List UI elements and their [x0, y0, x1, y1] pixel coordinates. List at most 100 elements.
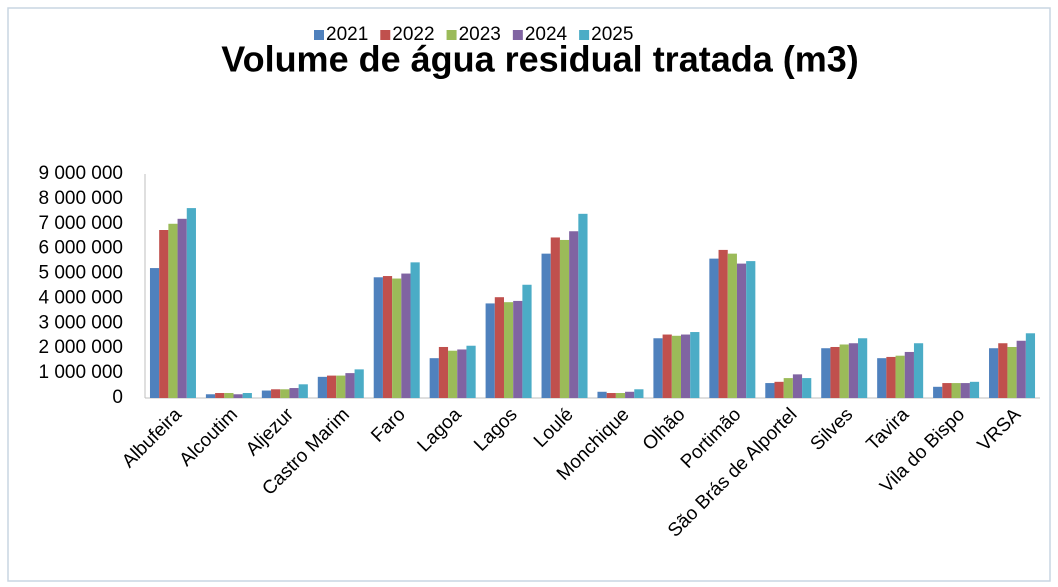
bar: [289, 388, 299, 398]
legend-label: 2022: [392, 24, 434, 45]
y-tick-label: 1 000 000: [38, 362, 123, 383]
y-tick-label: 6 000 000: [38, 238, 123, 259]
bar: [942, 383, 952, 398]
bar: [951, 383, 961, 398]
bar: [858, 338, 868, 398]
legend-swatch: [380, 30, 391, 40]
bar: [578, 213, 588, 398]
bar: [382, 276, 393, 398]
bar: [933, 386, 943, 398]
bar: [1025, 333, 1036, 398]
bar: [345, 373, 355, 398]
bar: [373, 277, 383, 398]
bar: [559, 239, 570, 398]
bar: [821, 348, 831, 398]
y-tick-label: 8 000 000: [38, 188, 123, 209]
bar: [746, 261, 756, 398]
bar: [886, 356, 896, 398]
bar: [513, 300, 523, 398]
bar: [569, 231, 579, 398]
bar: [802, 378, 812, 398]
bar: [774, 381, 784, 398]
bar: [877, 358, 887, 398]
bar: [998, 343, 1008, 398]
bar: [709, 258, 719, 398]
legend-label: 2024: [525, 24, 568, 45]
bar: [466, 345, 476, 398]
bar: [317, 376, 327, 398]
bar: [522, 284, 532, 398]
bar: [186, 208, 196, 398]
bar: [1016, 340, 1026, 398]
bar: [326, 375, 337, 398]
bar: [503, 302, 514, 398]
legend-swatch: [579, 30, 590, 40]
bar: [839, 344, 849, 398]
bar: [662, 334, 672, 398]
bar: [224, 393, 234, 398]
bar: [634, 389, 644, 398]
bar: [960, 383, 970, 398]
bar: [336, 375, 346, 398]
bar: [177, 218, 187, 398]
bar: [736, 263, 747, 398]
bar: [653, 338, 663, 398]
legend-swatch: [512, 30, 523, 40]
bar: [783, 378, 793, 398]
bar: [625, 391, 635, 398]
y-tick-label: 0: [112, 387, 123, 408]
y-tick-label: 2 000 000: [38, 337, 123, 358]
bar: [242, 393, 252, 398]
y-tick-label: 3 000 000: [38, 312, 123, 333]
chart-title: Volume de água residual tratada (m3): [221, 39, 859, 80]
bar: [765, 383, 775, 398]
bar: [913, 343, 924, 398]
bar: [271, 389, 281, 398]
y-tick-label: 5 000 000: [38, 263, 123, 284]
bar: [159, 230, 169, 398]
bar: [354, 369, 364, 398]
bar: [494, 297, 504, 398]
legend-label: 2021: [326, 24, 368, 45]
y-tick-label: 7 000 000: [38, 213, 123, 234]
bar: [541, 253, 551, 398]
bar: [168, 223, 178, 398]
legend-label: 2023: [459, 24, 501, 45]
bar: [718, 249, 728, 398]
bar: [989, 348, 999, 398]
bar: [448, 350, 458, 398]
bar: [727, 253, 737, 398]
bar: [429, 358, 439, 398]
bar: [671, 335, 682, 398]
bar: [904, 351, 914, 398]
legend-label: 2025: [591, 24, 633, 45]
bar: [681, 334, 691, 398]
bar: [792, 374, 803, 398]
bar: [280, 389, 290, 398]
legend-swatch: [446, 30, 457, 40]
bar: [401, 273, 411, 398]
bar: [830, 346, 840, 398]
bar: [215, 393, 225, 398]
bar: [410, 262, 420, 398]
bar: [298, 384, 308, 398]
bar: [457, 349, 467, 398]
bar: [438, 346, 449, 398]
bar: [392, 278, 402, 398]
bar: [550, 237, 560, 398]
bar: [895, 355, 905, 398]
bar: [485, 303, 495, 398]
y-tick-label: 4 000 000: [38, 287, 123, 308]
bar: [848, 343, 859, 398]
bar: [149, 268, 160, 398]
bar: [1007, 346, 1017, 398]
bar: [205, 394, 216, 398]
bar: [233, 394, 243, 398]
y-tick-label: 9 000 000: [38, 163, 123, 184]
bar: [615, 393, 626, 398]
bar: [261, 390, 272, 398]
bar: [690, 332, 700, 398]
legend-swatch: [314, 30, 324, 40]
bar: [969, 381, 980, 398]
